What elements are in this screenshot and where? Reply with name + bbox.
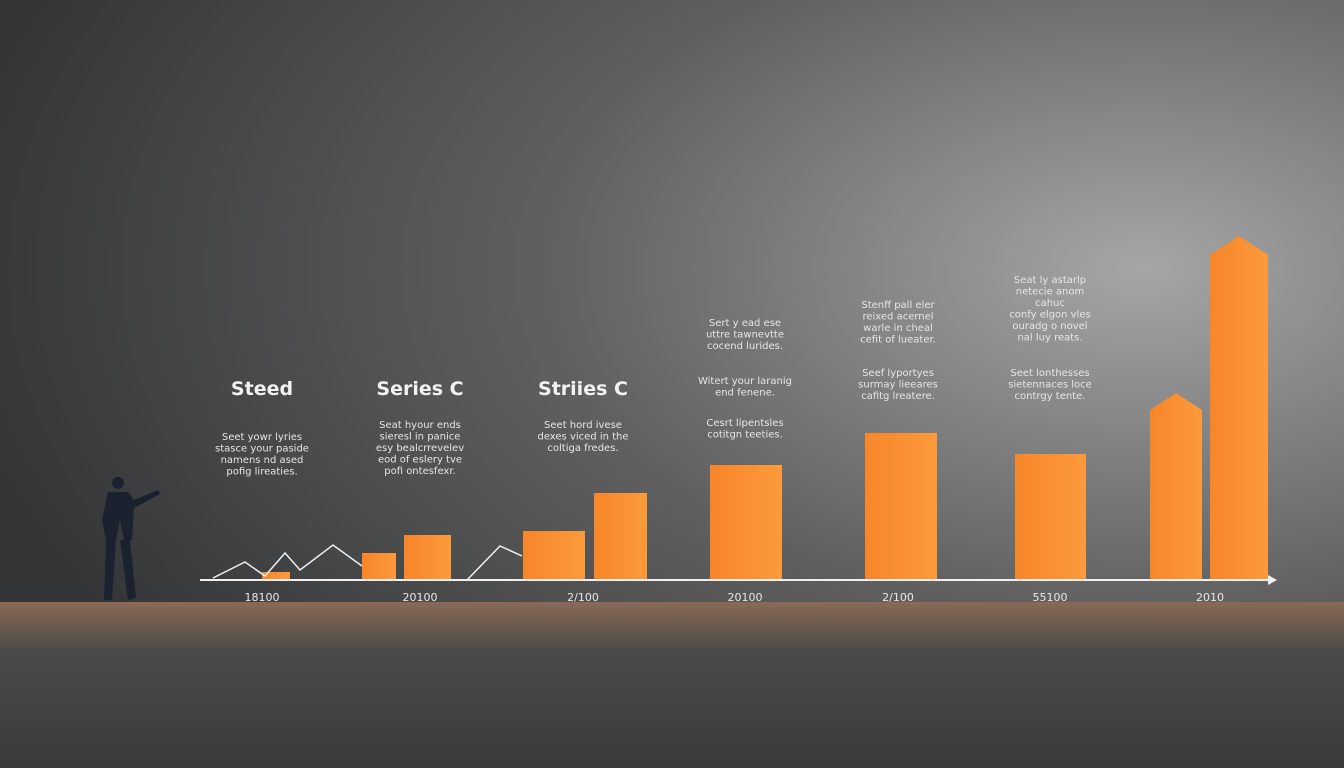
heading: Steed: [231, 378, 293, 400]
caption-line: eod of eslery tve: [378, 455, 462, 466]
axis: [200, 575, 1277, 585]
caption-line: ouradg o novel: [1012, 321, 1087, 332]
caption-line: pofig lireaties.: [226, 467, 297, 478]
caption-line: namens nd ased: [221, 455, 304, 466]
caption-line: esy bealcrrevelev: [376, 443, 464, 454]
caption-line: Stenff pall eler: [861, 300, 935, 311]
x-label: 18100: [245, 591, 280, 604]
caption-line: pofi ontesfexr.: [384, 466, 455, 477]
caption-line: Seet lonthesses: [1010, 368, 1089, 379]
caption-line: dexes viced in the: [537, 432, 628, 443]
caption-line: Seat hyour ends: [379, 420, 461, 431]
caption-line: uttre tawnevtte: [706, 330, 784, 341]
caption-line: Witert your laranig: [698, 376, 792, 387]
caption-line: confy elgon vles: [1009, 310, 1090, 321]
x-label: 2/100: [882, 591, 914, 604]
caption-line: netecie anom: [1016, 287, 1085, 298]
person: [102, 477, 160, 600]
x-label: 20100: [728, 591, 763, 604]
x-label: 20100: [403, 591, 438, 604]
x-label: 55100: [1033, 591, 1068, 604]
caption-line: contrgy tente.: [1015, 391, 1086, 402]
caption-line: Seet yowr lyries: [222, 432, 302, 443]
x-label: 2/100: [567, 591, 599, 604]
caption-line: sietennaces loce: [1008, 380, 1092, 391]
caption-line: warle in cheal: [863, 323, 933, 334]
floor: [0, 602, 1344, 768]
caption-line: cocend lurides.: [707, 341, 783, 352]
heading: Series C: [376, 378, 463, 400]
caption-line: reixed acernel: [862, 312, 933, 323]
caption-line: Cesrt lipentsles: [706, 418, 783, 429]
x-label: 2010: [1196, 591, 1224, 604]
caption-line: surmay lieeares: [858, 380, 938, 391]
caption-line: cafitg lreatere.: [861, 391, 935, 402]
caption-line: Seat ly astarlp: [1014, 275, 1086, 286]
caption-line: stasce your paside: [215, 444, 309, 455]
caption-line: Sert y ead ese: [709, 318, 781, 329]
caption-line: Seet hord ivese: [544, 420, 622, 431]
caption-line: cefit of lueater.: [860, 335, 936, 346]
caption-line: cahuc: [1035, 298, 1065, 309]
caption-line: end fenene.: [715, 388, 775, 399]
zigzag: [212, 544, 523, 581]
bars: [262, 236, 1268, 580]
caption-line: coltiga fredes.: [547, 443, 618, 454]
caption-line: nal luy reats.: [1017, 333, 1082, 344]
caption-line: Seef lyportyes: [862, 368, 934, 379]
heading: Striies C: [538, 378, 628, 400]
caption-line: cotitgn teeties.: [707, 430, 783, 441]
caption-line: sieresl in panice: [380, 432, 461, 443]
